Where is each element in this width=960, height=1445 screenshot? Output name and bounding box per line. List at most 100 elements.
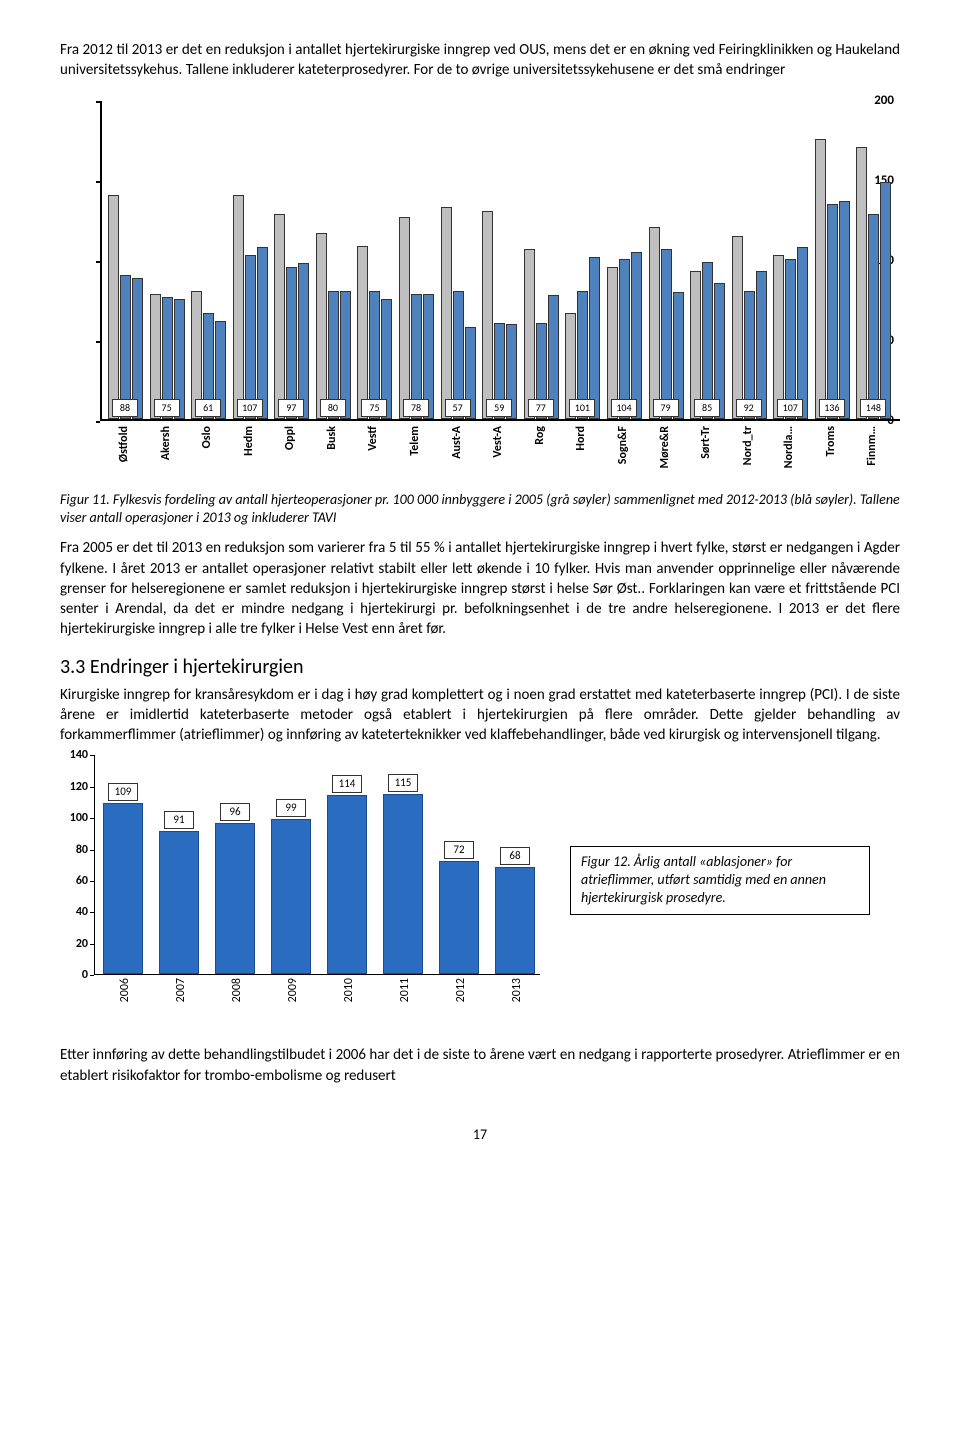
bar-year <box>159 831 199 974</box>
x-axis-label: Sogn&F <box>615 426 631 464</box>
bar-2005_gray <box>482 211 493 419</box>
x-axis-label: Sørt-Tr <box>698 426 714 459</box>
bar-2012_blue1 <box>286 267 297 419</box>
bar-2005_gray <box>690 271 701 418</box>
bar-2005_gray <box>399 217 410 419</box>
x-axis-label: Oslo <box>199 426 215 448</box>
body-paragraph: Fra 2005 er det til 2013 en reduksjon so… <box>60 538 900 639</box>
bar-2005_gray <box>233 195 244 419</box>
intro-paragraph: Fra 2012 til 2013 er det en reduksjon i … <box>60 40 900 81</box>
x-axis-label: Østfold <box>116 426 132 462</box>
bar-2013_blue2 <box>756 271 767 418</box>
bar-2005_gray <box>108 195 119 419</box>
bar-2012_blue1 <box>702 262 713 419</box>
bar-value-label: 97 <box>278 399 304 417</box>
bar-value-label: 68 <box>500 847 530 865</box>
bar-value-label: 61 <box>195 399 221 417</box>
bar-2012_blue1 <box>245 255 256 418</box>
x-axis-label: 2012 <box>453 978 469 1002</box>
bar-value-label: 109 <box>108 783 138 801</box>
x-axis-label: 2006 <box>117 978 133 1002</box>
bar-value-label: 115 <box>388 774 418 792</box>
bar-2005_gray <box>815 139 826 419</box>
x-axis-label: Nordla… <box>781 426 797 468</box>
bar-2005_gray <box>357 246 368 419</box>
y-axis-tick: 20 <box>76 936 88 952</box>
bar-value-label: 57 <box>445 399 471 417</box>
x-axis-label: Hord <box>573 426 589 451</box>
bar-year <box>327 795 367 974</box>
bar-2013_blue2 <box>839 201 850 419</box>
figure12-caption: Figur 12. Årlig antall «ablasjoner» for … <box>570 846 870 915</box>
bar-value-label: 75 <box>361 399 387 417</box>
bar-value-label: 107 <box>777 399 803 417</box>
bar-value-label: 77 <box>528 399 554 417</box>
section-3-3-heading: 3.3 Endringer i hjertekirurgien <box>60 654 900 681</box>
bar-value-label: 78 <box>403 399 429 417</box>
bar-2012_blue1 <box>120 275 131 419</box>
bar-2005_gray <box>732 236 743 418</box>
bar-value-label: 99 <box>276 799 306 817</box>
bar-value-label: 88 <box>112 399 138 417</box>
bar-2005_gray <box>274 214 285 419</box>
x-axis-label: Hedm <box>241 426 257 456</box>
bar-value-label: 79 <box>653 399 679 417</box>
x-axis-label: Oppl <box>282 426 298 450</box>
bar-2013_blue2 <box>589 257 600 419</box>
x-axis-label: Busk <box>324 426 340 450</box>
bar-value-label: 96 <box>220 803 250 821</box>
bar-2012_blue1 <box>619 259 630 419</box>
bar-2013_blue2 <box>132 278 143 419</box>
x-axis-label: 2013 <box>509 978 525 1002</box>
bar-value-label: 80 <box>320 399 346 417</box>
bar-2005_gray <box>607 267 618 419</box>
x-axis-label: 2007 <box>173 978 189 1002</box>
y-axis-tick: 140 <box>70 747 88 763</box>
x-axis-label: Nord_tr <box>740 426 756 465</box>
bar-value-label: 91 <box>164 811 194 829</box>
chart-ablasjoner: 0204060801001201401092006912007962008992… <box>60 755 540 1005</box>
bar-year <box>495 867 535 974</box>
bar-2005_gray <box>649 227 660 419</box>
bar-value-label: 59 <box>486 399 512 417</box>
bar-value-label: 114 <box>332 775 362 793</box>
bar-value-label: 107 <box>237 399 263 417</box>
bar-year <box>103 803 143 974</box>
bar-2013_blue2 <box>298 263 309 418</box>
y-axis-tick: 40 <box>76 904 88 920</box>
x-axis-label: 2011 <box>397 978 413 1002</box>
bar-2005_gray <box>316 233 327 419</box>
y-axis-tick: 120 <box>70 779 88 795</box>
x-axis-label: 2010 <box>341 978 357 1002</box>
x-axis-label: Finnm… <box>864 426 880 466</box>
page-number: 17 <box>60 1126 900 1145</box>
bar-value-label: 85 <box>694 399 720 417</box>
bar-2013_blue2 <box>880 182 891 419</box>
bar-value-label: 148 <box>860 399 886 417</box>
bar-2012_blue1 <box>868 214 879 419</box>
bar-year <box>439 861 479 974</box>
y-axis-tick: 80 <box>76 841 88 857</box>
x-axis-label: Rog <box>532 426 548 445</box>
bar-year <box>215 823 255 974</box>
x-axis-label: 2008 <box>229 978 245 1002</box>
x-axis-label: Akersh <box>158 426 174 460</box>
x-axis-label: Vestf <box>365 426 381 451</box>
bar-value-label: 104 <box>611 399 637 417</box>
bar-2013_blue2 <box>257 247 268 418</box>
closing-paragraph: Etter innføring av dette behandlingstilb… <box>60 1045 900 1086</box>
x-axis-label: Telem <box>407 426 423 456</box>
x-axis-label: Aust-A <box>449 426 465 459</box>
bar-2005_gray <box>773 255 784 418</box>
bar-2012_blue1 <box>661 249 672 419</box>
bar-2013_blue2 <box>631 252 642 418</box>
x-axis-label: Troms <box>823 426 839 456</box>
x-axis-label: 2009 <box>285 978 301 1002</box>
bar-2005_gray <box>524 249 535 419</box>
x-axis-label: Møre&R <box>657 426 673 468</box>
bar-2005_gray <box>441 207 452 418</box>
bar-2005_gray <box>856 147 867 419</box>
y-axis-tick: 0 <box>82 967 88 983</box>
section-3-3-paragraph: Kirurgiske inngrep for kransåresykdom er… <box>60 685 900 746</box>
x-axis-label: Vest-A <box>490 426 506 458</box>
